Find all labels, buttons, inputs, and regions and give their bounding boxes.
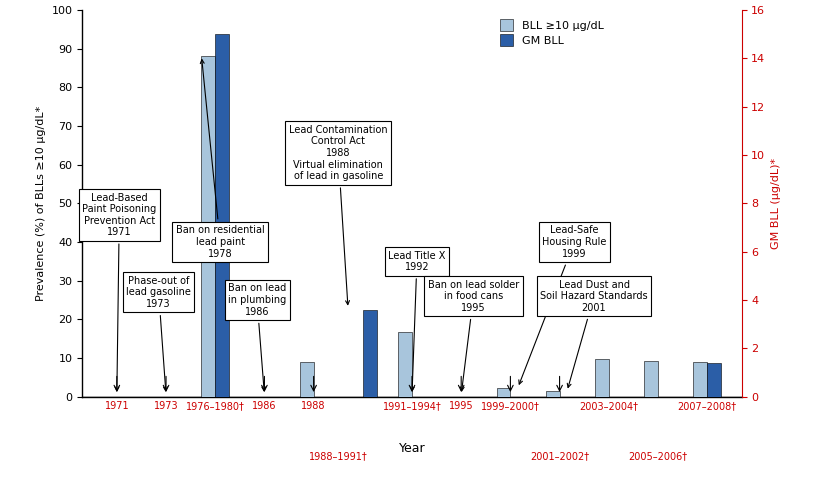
Text: Ban on residential
lead paint
1978: Ban on residential lead paint 1978 (176, 60, 265, 258)
Text: Lead Contamination
Control Act
1988
Virtual elimination
of lead in gasoline: Lead Contamination Control Act 1988 Virt… (289, 125, 387, 305)
Bar (707, 363, 721, 397)
Text: Lead-Based
Paint Poisoning
Prevention Act
1971: Lead-Based Paint Poisoning Prevention Ac… (82, 192, 157, 391)
Text: Lead Title X
1992: Lead Title X 1992 (388, 250, 446, 391)
Bar (215, 34, 229, 397)
Text: Ban on lead solder
in food cans
1995: Ban on lead solder in food cans 1995 (428, 280, 519, 391)
Bar (644, 361, 658, 397)
Text: 1988–1991†: 1988–1991† (309, 451, 368, 461)
Bar (398, 332, 412, 397)
Bar (201, 56, 215, 397)
Text: Lead Dust and
Soil Hazard Standards
2001: Lead Dust and Soil Hazard Standards 2001 (541, 280, 648, 387)
Text: Phase-out of
lead gasoline
1973: Phase-out of lead gasoline 1973 (126, 276, 191, 391)
Bar (497, 388, 510, 397)
Bar (693, 362, 707, 397)
Text: 2005–2006†: 2005–2006† (629, 451, 687, 461)
Bar (595, 359, 609, 397)
Bar (545, 391, 559, 397)
X-axis label: Year: Year (399, 441, 425, 454)
Y-axis label: GM BLL (µg/dL)*: GM BLL (µg/dL)* (771, 158, 781, 249)
Bar (363, 310, 377, 397)
Text: 2001–2002†: 2001–2002† (530, 451, 589, 461)
Legend: BLL ≥10 µg/dL, GM BLL: BLL ≥10 µg/dL, GM BLL (500, 19, 604, 46)
Text: Ban on lead
in plumbing
1986: Ban on lead in plumbing 1986 (228, 284, 286, 391)
Bar (300, 362, 314, 397)
Text: Lead-Safe
Housing Rule
1999: Lead-Safe Housing Rule 1999 (519, 226, 606, 384)
Y-axis label: Prevalence (%) of BLLs ≥10 µg/dL*: Prevalence (%) of BLLs ≥10 µg/dL* (36, 106, 46, 301)
